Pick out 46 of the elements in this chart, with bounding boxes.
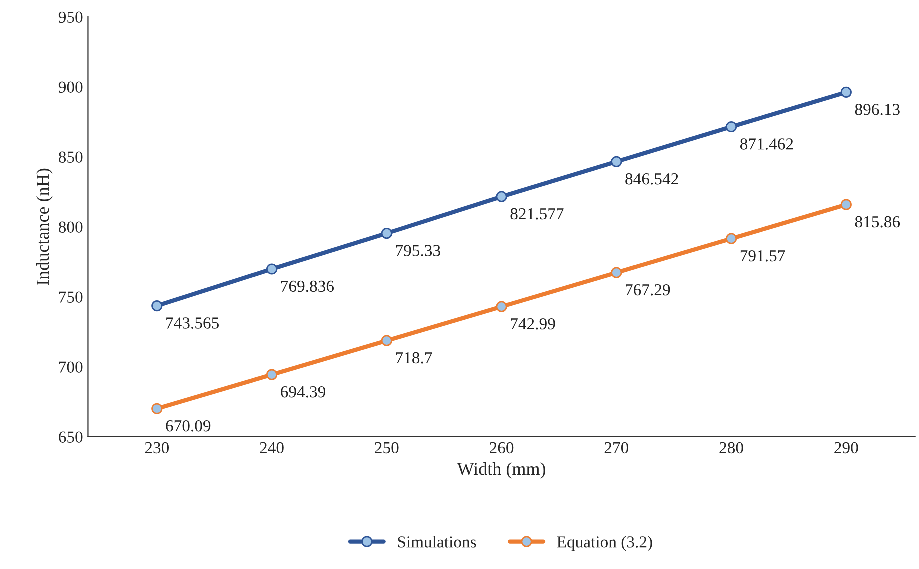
- data-label: 742.99: [511, 318, 556, 330]
- x-tick-label: 250: [375, 442, 399, 454]
- point: [266, 369, 278, 380]
- y-tick-label: 700: [59, 362, 83, 373]
- x-tick-label: 260: [490, 442, 514, 454]
- data-label: 743.565: [166, 318, 219, 329]
- point: [152, 300, 163, 312]
- point: [726, 121, 738, 133]
- point: [496, 301, 508, 312]
- y-tick-label: 850: [59, 152, 83, 163]
- data-label: 795.33: [396, 245, 440, 256]
- point: [840, 199, 852, 210]
- x-tick-label: 290: [834, 442, 858, 454]
- y-tick-label: 650: [59, 432, 83, 443]
- data-label: 694.39: [281, 386, 326, 398]
- point: [496, 191, 508, 202]
- point: [152, 403, 163, 414]
- y-tick-label: 800: [59, 222, 83, 233]
- data-label: 791.57: [740, 250, 786, 262]
- data-label: 846.542: [626, 173, 678, 185]
- data-label: 815.86: [855, 216, 900, 228]
- y-axis-title: Inductance (nH): [36, 168, 53, 286]
- data-label: 670.09: [166, 420, 211, 432]
- x-axis-title: Width (mm): [457, 462, 546, 479]
- legend-label: Equation (3.2): [557, 536, 652, 552]
- data-label: 767.29: [626, 284, 670, 296]
- point: [381, 228, 392, 240]
- point: [381, 335, 392, 346]
- data-label: 896.13: [855, 104, 900, 116]
- data-label: 769.836: [281, 280, 334, 292]
- y-tick-label: 900: [58, 82, 83, 94]
- data-label: 871.462: [740, 138, 794, 150]
- point: [611, 156, 622, 168]
- data-label: 821.577: [510, 208, 564, 220]
- legend-label: Simulations: [398, 536, 476, 548]
- x-tick-label: 240: [260, 442, 284, 454]
- point: [611, 267, 622, 278]
- x-tick-label: 270: [604, 442, 629, 454]
- y-tick-label: 950: [58, 12, 83, 24]
- point: [726, 233, 738, 244]
- y-tick-label: 750: [59, 292, 83, 303]
- point: [840, 86, 852, 98]
- point: [266, 264, 278, 275]
- x-tick-label: 230: [145, 442, 170, 454]
- x-tick-label: 280: [720, 442, 744, 454]
- data-label: 718.7: [396, 352, 432, 364]
